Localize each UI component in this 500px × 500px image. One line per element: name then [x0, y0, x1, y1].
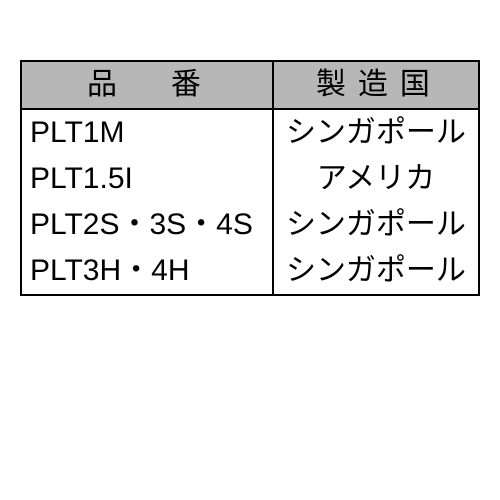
spec-table: 品 番 製造国 PLT1M シンガポール PLT1.5I アメリカ PLT2S・…	[20, 60, 480, 296]
table-header-row: 品 番 製造国	[21, 61, 479, 109]
table-row: PLT1.5I アメリカ	[21, 156, 479, 202]
col-header-part-number: 品 番	[21, 61, 273, 109]
cell-country: アメリカ	[273, 156, 479, 202]
table-row: PLT1M シンガポール	[21, 109, 479, 156]
col-header-country: 製造国	[273, 61, 479, 109]
cell-country: シンガポール	[273, 248, 479, 295]
cell-part-number: PLT1.5I	[21, 156, 273, 202]
cell-country: シンガポール	[273, 202, 479, 248]
cell-country: シンガポール	[273, 109, 479, 156]
cell-part-number: PLT2S・3S・4S	[21, 202, 273, 248]
cell-part-number: PLT3H・4H	[21, 248, 273, 295]
table-row: PLT3H・4H シンガポール	[21, 248, 479, 295]
page: 品 番 製造国 PLT1M シンガポール PLT1.5I アメリカ PLT2S・…	[0, 0, 500, 500]
cell-part-number: PLT1M	[21, 109, 273, 156]
table-row: PLT2S・3S・4S シンガポール	[21, 202, 479, 248]
